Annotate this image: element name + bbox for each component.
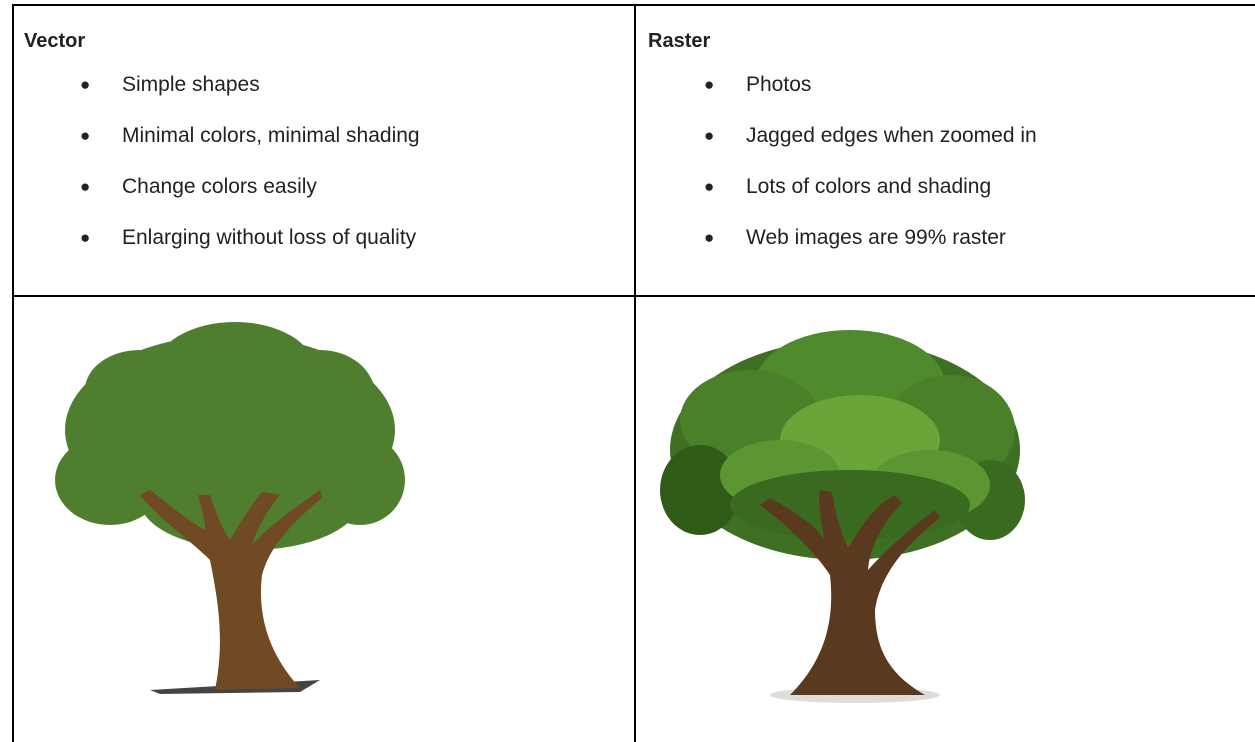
bullet-item: Lots of colors and shading — [648, 175, 1037, 226]
tree-trunk — [140, 490, 322, 690]
table-border-top — [12, 4, 1255, 6]
bullet-list: Photos Jagged edges when zoomed in Lots … — [648, 73, 1037, 277]
bullet-item: Simple shapes — [24, 73, 420, 124]
table-border-left — [12, 4, 14, 742]
tree-canopy — [660, 330, 1025, 560]
vector-column: Vector Simple shapes Minimal colors, min… — [24, 30, 420, 277]
tree-canopy — [55, 322, 405, 550]
table-column-divider — [634, 4, 636, 742]
vector-tree — [55, 322, 405, 694]
column-title: Vector — [24, 30, 86, 52]
table-row-divider — [12, 295, 1255, 297]
bullet-item: Change colors easily — [24, 175, 420, 226]
bullet-item: Minimal colors, minimal shading — [24, 124, 420, 175]
bullet-item: Jagged edges when zoomed in — [648, 124, 1037, 175]
raster-column: Raster Photos Jagged edges when zoomed i… — [648, 30, 1037, 277]
bullet-item: Enlarging without loss of quality — [24, 226, 420, 277]
tree-trunk — [760, 490, 940, 695]
bullet-item: Web images are 99% raster — [648, 226, 1037, 277]
bullet-list: Simple shapes Minimal colors, minimal sh… — [24, 73, 420, 277]
bullet-item: Photos — [648, 73, 1037, 124]
column-title: Raster — [648, 30, 711, 52]
raster-tree — [660, 330, 1025, 703]
